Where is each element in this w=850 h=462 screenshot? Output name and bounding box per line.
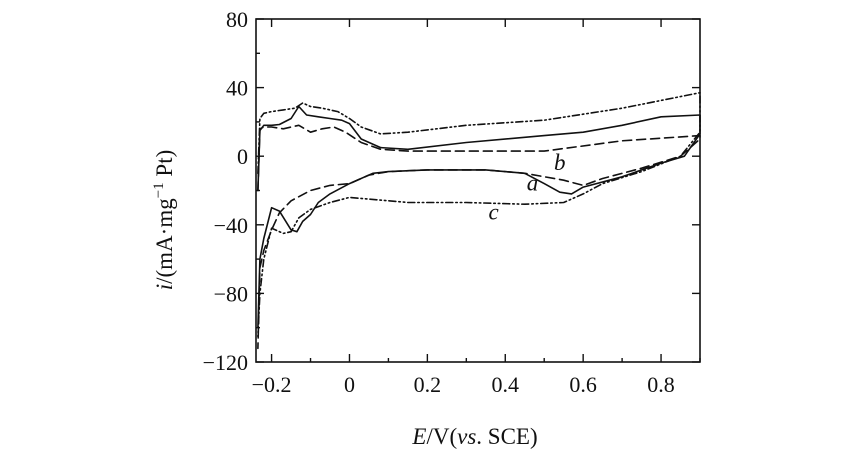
y-axis-title-pt: Pt) <box>152 150 177 183</box>
axis-titles: E/V(vs. SCE) i/(mA·mg−1 Pt) <box>151 150 538 449</box>
x-axis-title-ref: . SCE) <box>476 424 537 449</box>
x-tick-label: 0.6 <box>569 372 597 397</box>
y-tick-label: −80 <box>214 281 248 306</box>
x-tick-label: 0.4 <box>492 372 520 397</box>
series-a-line <box>257 105 701 329</box>
y-tick-label: −40 <box>214 213 248 238</box>
y-tick-label: 80 <box>226 7 248 32</box>
y-axis-title-exponent: −1 <box>151 182 167 198</box>
axes: −0.2 0 0.2 0.4 0.6 0.8 80 40 0 −40 −80 −120 <box>203 7 701 397</box>
curve-label-c: c <box>488 200 498 225</box>
x-axis-title-unit: /V( <box>426 424 457 449</box>
y-tick-label: 0 <box>237 144 248 169</box>
plot-frame <box>255 18 701 363</box>
x-axis-title-vs: vs <box>457 424 476 449</box>
series-b-line <box>257 124 701 350</box>
x-tick-label: 0 <box>344 372 355 397</box>
y-axis-title-symbol: i <box>152 284 177 290</box>
curve-label-b: b <box>554 150 566 175</box>
y-tick-label: 40 <box>226 76 248 101</box>
y-tick-label: −120 <box>203 350 248 375</box>
x-axis-title-symbol: E <box>411 424 426 449</box>
series-c-line <box>257 91 701 338</box>
curve-label-a: a <box>527 171 539 196</box>
x-tick-label: −0.2 <box>252 372 292 397</box>
y-axis-title: i/(mA·mg−1 Pt) <box>151 150 177 291</box>
plot-area: ab c <box>257 91 701 350</box>
x-tick-label: 0.2 <box>414 372 442 397</box>
y-axis-title-unit: /(mA·mg <box>152 198 177 284</box>
x-tick-label: 0.8 <box>647 372 675 397</box>
x-axis-title: E/V(vs. SCE) <box>411 424 537 449</box>
